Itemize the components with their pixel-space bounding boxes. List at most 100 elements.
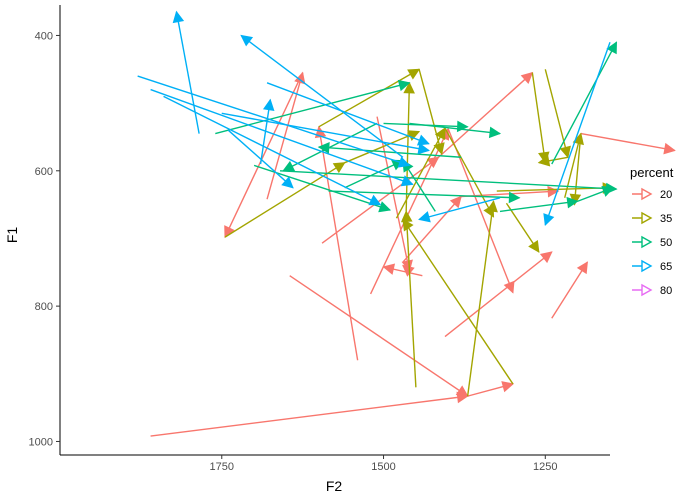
- arrow-head: [663, 142, 676, 155]
- legend: percent 20 35 50 65 80: [630, 165, 674, 297]
- series-20: [150, 71, 676, 437]
- legend-label: 20: [660, 189, 672, 201]
- arrow-segment: [266, 82, 430, 145]
- arrow-segment: [402, 196, 462, 263]
- arrow-head: [382, 263, 396, 275]
- arrow-segment: [544, 41, 611, 226]
- arrow-segment: [318, 68, 420, 128]
- legend-label: 50: [660, 237, 672, 249]
- arrow-head: [433, 142, 445, 155]
- arrow-segment: [224, 162, 346, 238]
- arrow-segment: [580, 132, 675, 152]
- y-tick-label: 800: [35, 301, 53, 313]
- legend-label: 65: [660, 261, 672, 273]
- arrow-head: [576, 261, 588, 275]
- arrow-segment: [466, 201, 495, 397]
- x-tick-label: 1500: [371, 461, 395, 473]
- arrow-segment: [383, 122, 468, 128]
- arrow-segment: [227, 129, 294, 189]
- series-65: [137, 10, 611, 226]
- arrow-head: [400, 175, 414, 187]
- arrow-segment: [444, 127, 495, 218]
- arrow-head: [449, 195, 462, 209]
- arrow-head: [397, 79, 411, 92]
- arrow-head: [538, 151, 550, 164]
- arrow-head: [559, 145, 571, 159]
- arrow-segment: [137, 75, 410, 167]
- arrow-head: [224, 225, 235, 239]
- arrow-head: [539, 251, 553, 264]
- legend-item-50: 50: [632, 235, 672, 249]
- arrow-segment: [444, 251, 553, 338]
- arrow-segment: [175, 11, 200, 134]
- arrow-head: [606, 41, 617, 55]
- arrow-head: [566, 196, 579, 209]
- arrow-segment: [163, 95, 381, 206]
- arrow-head: [403, 81, 415, 94]
- arrow-head: [240, 34, 254, 47]
- arrow-segment: [531, 72, 546, 163]
- arrow-head: [434, 127, 446, 141]
- legend-item-20: 20: [632, 187, 672, 201]
- legend-title: percent: [630, 165, 674, 180]
- arrow-head: [262, 98, 275, 111]
- arrow-head: [520, 71, 534, 85]
- y-axis-title: F1: [4, 227, 20, 244]
- arrow-head: [368, 194, 382, 206]
- arrow-segment: [344, 130, 420, 164]
- arrow-head: [501, 381, 515, 393]
- arrow-segment: [279, 170, 617, 190]
- arrow-head: [397, 156, 411, 168]
- arrow-segment: [564, 133, 582, 199]
- arrow-segment: [499, 200, 578, 213]
- arrow-head: [407, 68, 421, 80]
- legend-key-arrow: [641, 259, 653, 273]
- arrow-segment: [551, 261, 588, 319]
- legend-key-arrow: [641, 187, 653, 201]
- arrow-segment: [282, 122, 378, 172]
- arrow-segment: [259, 99, 271, 165]
- legend-label: 80: [660, 285, 672, 297]
- x-axis: 1750 1500 1250: [210, 455, 558, 473]
- arrow-segment: [395, 127, 446, 219]
- arrow-head: [172, 10, 185, 24]
- legend-key-arrow: [641, 235, 653, 249]
- arrow-head: [417, 142, 430, 155]
- arrow-head: [488, 126, 502, 139]
- series-50: [215, 41, 618, 213]
- arrow-head: [508, 191, 521, 204]
- arrow-head: [378, 201, 392, 213]
- arrow-head: [407, 130, 421, 141]
- arrow-segment: [402, 219, 514, 385]
- arrow-segment: [321, 156, 439, 244]
- arrow-head: [332, 162, 346, 174]
- arrow-head: [528, 240, 540, 253]
- arrow-segment: [318, 126, 359, 361]
- arrow-segment: [405, 211, 417, 388]
- legend-key-arrow: [641, 211, 653, 225]
- arrow-head: [601, 186, 615, 197]
- legend-item-65: 65: [632, 259, 672, 273]
- arrow-head: [455, 385, 469, 397]
- legend-key-arrow: [641, 283, 653, 297]
- arrow-head: [418, 211, 431, 223]
- y-tick-label: 600: [35, 166, 53, 178]
- arrow-head: [543, 213, 555, 226]
- arrow-segment: [447, 128, 514, 293]
- y-tick-label: 400: [35, 30, 53, 42]
- series-35: [224, 68, 615, 397]
- arrow-segment: [318, 146, 462, 158]
- x-tick-label: 1750: [210, 461, 234, 473]
- legend-item-80: 80: [632, 283, 672, 297]
- arrow-head: [486, 200, 498, 213]
- arrow-segment: [240, 34, 404, 158]
- arrow-head: [402, 264, 415, 277]
- arrow-segment: [573, 133, 582, 205]
- x-axis-title: F2: [326, 478, 343, 494]
- arrow-head: [416, 134, 430, 146]
- chart-marks: [137, 10, 676, 437]
- arrow-segment: [551, 41, 618, 165]
- arrow-segment: [544, 69, 569, 158]
- legend-label: 35: [660, 213, 672, 225]
